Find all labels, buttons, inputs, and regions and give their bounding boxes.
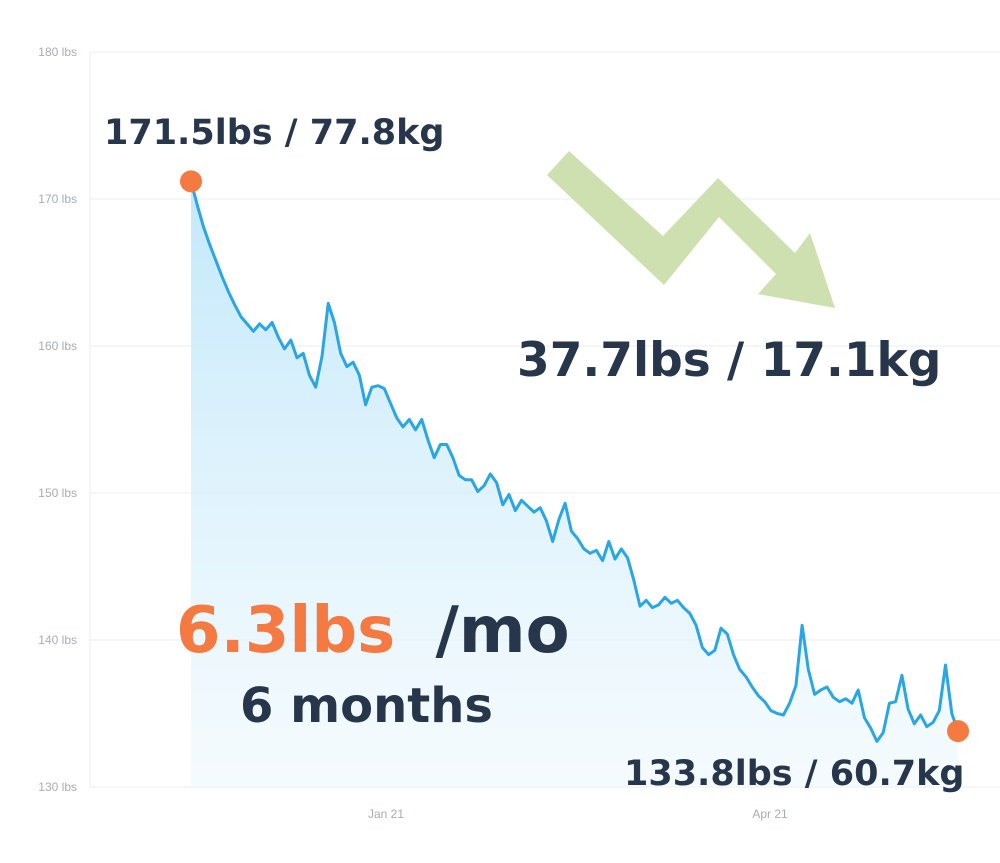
end-point-marker (947, 720, 969, 743)
series-line (189, 179, 960, 743)
y-tick-label: 180 lbs (38, 45, 77, 59)
y-axis: 180 lbs 170 lbs 160 lbs 150 lbs 140 lbs 130 l… (38, 45, 77, 794)
y-tick-label: 140 lbs (38, 633, 77, 647)
y-tick-label: 170 lbs (38, 192, 77, 206)
y-tick-label: 150 lbs (38, 486, 77, 500)
trend-down-arrow-icon (547, 151, 835, 308)
end-weight-label: 133.8lbs / 60.7kg (624, 754, 964, 794)
total-loss-label: 37.7lbs / 17.1kg (517, 333, 941, 388)
start-point-marker (180, 170, 202, 193)
rate-value: 6.3lbs (176, 594, 395, 668)
y-tick-label: 160 lbs (38, 339, 77, 353)
start-weight-label: 171.5lbs / 77.8kg (104, 113, 444, 153)
x-tick-label: Jan 21 (368, 807, 404, 821)
x-tick-label: Apr 21 (752, 807, 788, 821)
rate-label: 6.3lbs /mo (176, 594, 570, 668)
y-tick-label: 130 lbs (38, 780, 77, 794)
duration-label: 6 months (240, 678, 493, 734)
rate-unit: /mo (436, 594, 570, 668)
x-axis: Jan 21 Apr 21 (368, 807, 788, 821)
series-area (191, 181, 958, 787)
